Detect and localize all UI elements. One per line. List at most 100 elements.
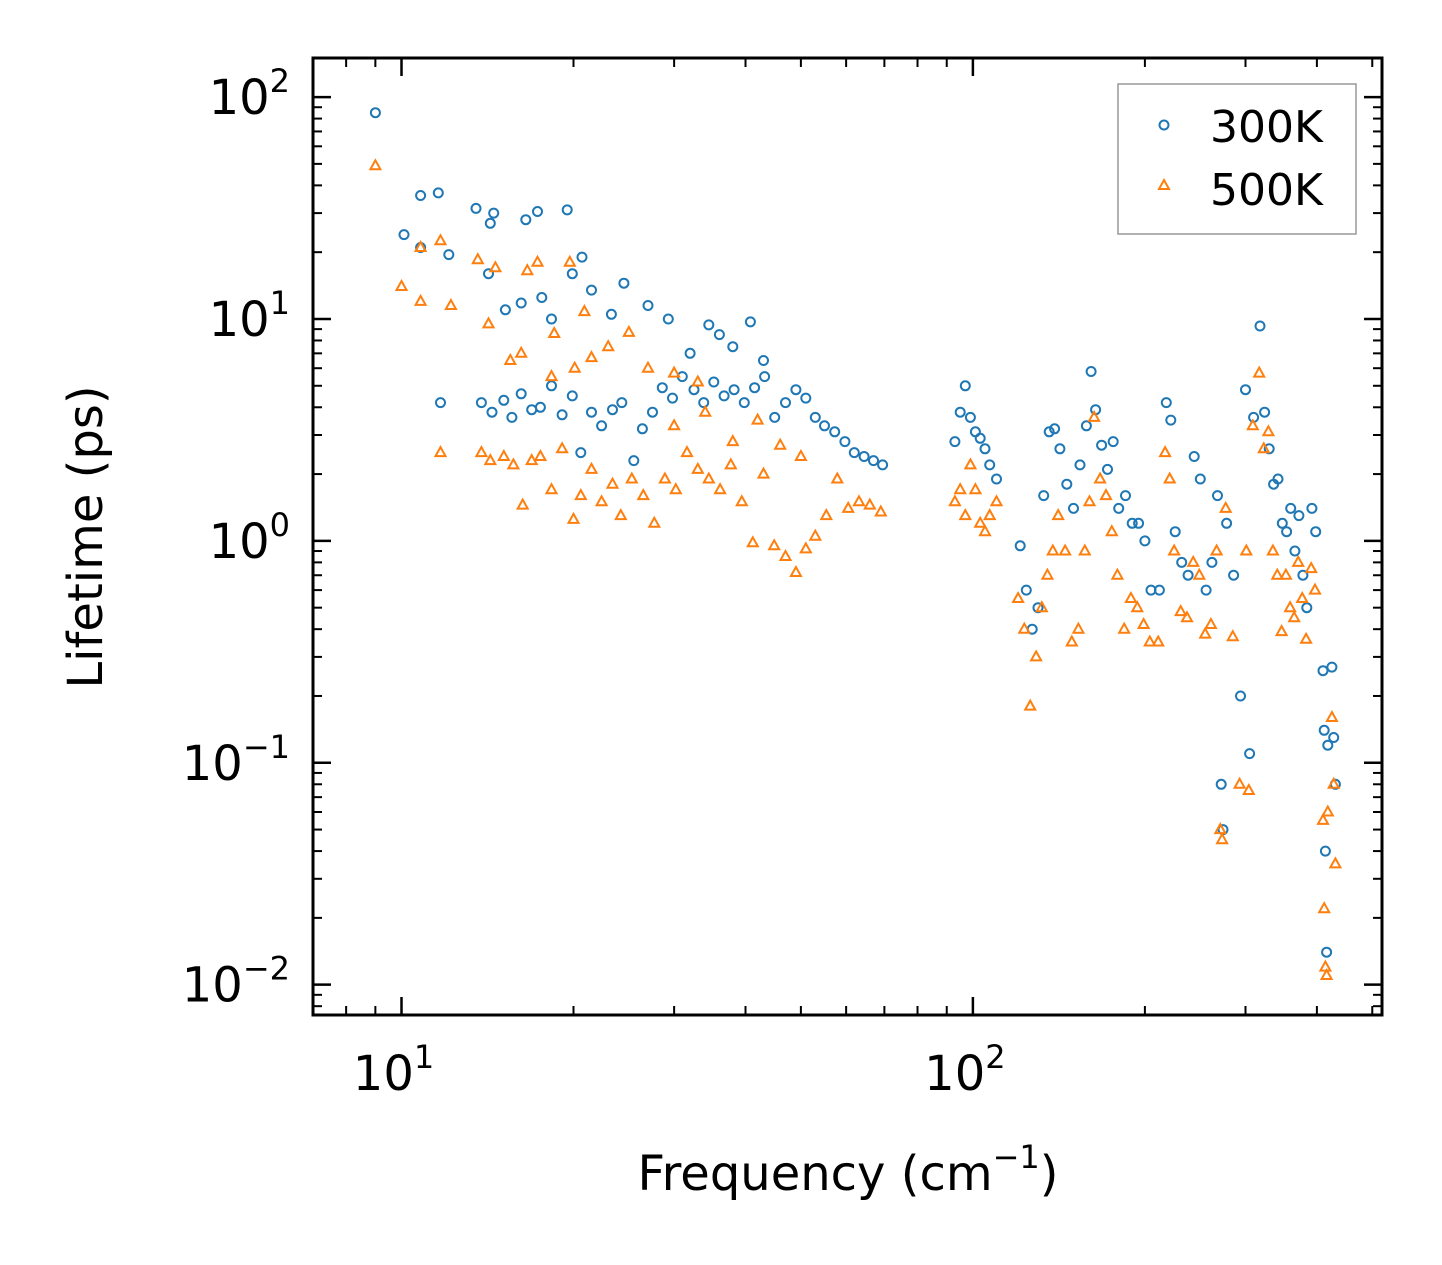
- point-500k: [1219, 500, 1233, 513]
- legend-label-300k: 300K: [1210, 102, 1324, 153]
- point-500k: [746, 535, 760, 548]
- point-300k: [546, 313, 557, 325]
- point-300k: [1254, 320, 1266, 332]
- point-500k: [394, 278, 409, 291]
- point-300k: [1328, 732, 1340, 743]
- point-500k: [481, 316, 496, 329]
- point-300k: [618, 277, 630, 289]
- point-500k: [724, 457, 738, 470]
- point-500k: [1274, 624, 1289, 637]
- point-300k: [1194, 473, 1206, 485]
- point-500k: [1110, 567, 1125, 580]
- point-300k: [974, 432, 986, 444]
- point-300k: [1038, 490, 1050, 502]
- point-300k: [607, 404, 618, 416]
- point-500k: [566, 511, 581, 524]
- point-500k: [953, 482, 967, 495]
- point-500k: [1204, 616, 1218, 629]
- point-300k: [662, 313, 674, 325]
- point-300k: [534, 401, 546, 413]
- point-300k: [520, 214, 532, 226]
- point-500k: [471, 252, 485, 265]
- series-500k: [368, 158, 1343, 980]
- point-500k: [778, 548, 793, 561]
- point-300k: [1318, 724, 1330, 736]
- point-500k: [1105, 524, 1119, 537]
- point-500k: [516, 497, 530, 510]
- y-axis-label: Lifetime (ps): [58, 385, 114, 688]
- point-500k: [767, 538, 781, 551]
- point-300k: [1301, 602, 1313, 614]
- point-300k: [443, 249, 455, 261]
- point-500k: [625, 471, 639, 484]
- point-500k: [973, 515, 987, 528]
- point-500k: [830, 471, 844, 484]
- point-300k: [1215, 778, 1227, 790]
- point-300k: [1319, 845, 1331, 857]
- point-300k: [576, 251, 588, 263]
- point-500k: [1093, 471, 1107, 484]
- point-500k: [594, 494, 609, 507]
- point-300k: [566, 268, 578, 280]
- plot-frame: [311, 56, 1384, 1017]
- legend-marker-500k: [1157, 177, 1171, 190]
- point-500k: [1226, 629, 1240, 642]
- point-500k: [1304, 561, 1318, 574]
- point-500k: [1283, 600, 1297, 613]
- point-500k: [1186, 554, 1200, 567]
- point-300k: [506, 411, 518, 423]
- point-300k: [984, 459, 996, 471]
- point-500k: [1174, 604, 1188, 617]
- point-500k: [1078, 543, 1092, 556]
- point-500k: [1017, 621, 1031, 634]
- point-300k: [432, 187, 444, 199]
- point-300k: [1272, 473, 1284, 485]
- point-500k: [1328, 856, 1343, 869]
- point-500k: [1299, 631, 1313, 644]
- point-500k: [1317, 901, 1331, 914]
- point-300k: [1102, 463, 1113, 475]
- point-500k: [756, 466, 771, 479]
- point-500k: [841, 500, 855, 513]
- point-500k: [1279, 567, 1293, 580]
- point-300k: [749, 382, 761, 394]
- point-500k: [488, 260, 503, 273]
- point-300k: [800, 392, 812, 404]
- point-500k: [506, 457, 521, 470]
- point-300k: [616, 397, 628, 409]
- point-300k: [546, 380, 557, 392]
- point-500k: [636, 488, 650, 501]
- point-300k: [498, 394, 510, 406]
- point-500k: [1151, 634, 1165, 647]
- point-300k: [1126, 517, 1138, 529]
- point-500k: [555, 441, 569, 454]
- point-300k: [1068, 502, 1079, 514]
- point-300k: [1165, 414, 1177, 426]
- point-500k: [520, 263, 534, 276]
- point-500k: [503, 352, 517, 365]
- point-500k: [735, 494, 749, 507]
- point-500k: [444, 297, 458, 310]
- point-300k: [1297, 569, 1309, 581]
- y-tick-label: 102: [209, 62, 290, 126]
- point-300k: [877, 459, 889, 471]
- point-300k: [1085, 366, 1097, 377]
- point-500k: [1065, 634, 1079, 647]
- point-300k: [1244, 748, 1256, 760]
- point-500k: [819, 508, 833, 521]
- point-300k: [769, 411, 781, 423]
- point-500k: [852, 494, 866, 507]
- point-300k: [829, 426, 841, 438]
- point-500k: [963, 457, 978, 470]
- point-300k: [1020, 584, 1032, 596]
- point-300k: [1160, 397, 1172, 409]
- point-500k: [1117, 621, 1131, 634]
- point-300k: [991, 473, 1002, 485]
- point-300k: [556, 409, 568, 421]
- point-500k: [1325, 709, 1339, 722]
- point-300k: [1169, 526, 1181, 538]
- point-300k: [1080, 420, 1092, 432]
- point-300k: [435, 397, 446, 409]
- point-300k: [1293, 510, 1305, 522]
